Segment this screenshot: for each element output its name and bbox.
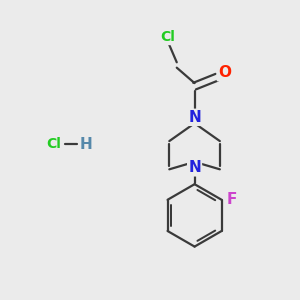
Text: H: H bbox=[80, 136, 92, 152]
Text: Cl: Cl bbox=[160, 30, 175, 44]
Text: Cl: Cl bbox=[46, 137, 61, 151]
Text: N: N bbox=[188, 110, 201, 125]
Text: O: O bbox=[218, 65, 231, 80]
Text: N: N bbox=[188, 160, 201, 175]
Text: F: F bbox=[227, 192, 237, 207]
